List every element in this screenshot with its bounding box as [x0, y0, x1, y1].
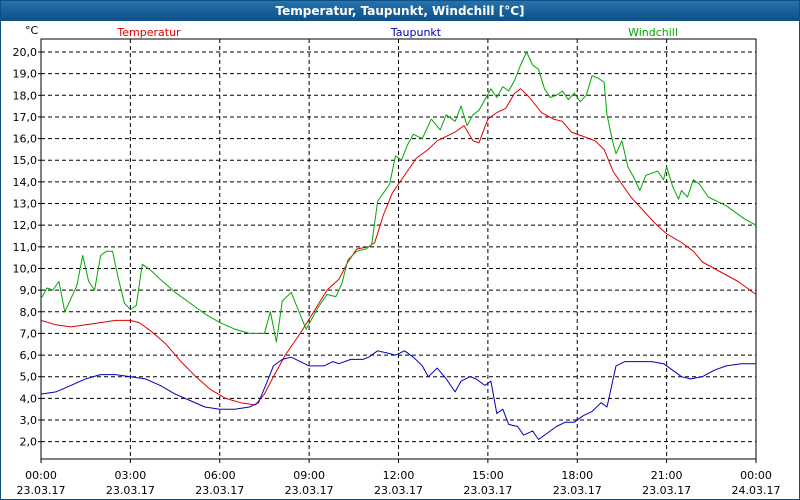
- x-tick-date-label: 23.03.17: [17, 484, 66, 497]
- series-line-windchill: [40, 51, 757, 343]
- y-tick-label: 4,0: [20, 392, 38, 405]
- x-tick-date-label: 23.03.17: [642, 484, 691, 497]
- x-tick-date-label: 23.03.17: [553, 484, 602, 497]
- legend-entry-temperatur: Temperatur: [116, 26, 181, 39]
- x-tick-time-label: 18:00: [561, 469, 593, 482]
- line-chart: 2,0 3,0 4,0 5,0 6,0 7,0 8,0 9,0 10,0 11,0 12,0 13,0…: [13, 24, 781, 497]
- y-tick-label: 9,0: [20, 284, 38, 297]
- series-line-taupunkt: [40, 350, 756, 440]
- y-tick-label: 19,0: [13, 68, 38, 81]
- x-tick-date-label: 24.03.17: [732, 484, 781, 497]
- x-tick-date-label: 23.03.17: [374, 484, 423, 497]
- x-tick-date-label: 23.03.17: [285, 484, 334, 497]
- y-axis: 2,0 3,0 4,0 5,0 6,0 7,0 8,0 9,0 10,0 11,0 12,0 13,0…: [13, 24, 41, 449]
- x-tick-time-label: 09:00: [293, 469, 325, 482]
- legend: Temperatur Taupunkt Windchill: [116, 26, 678, 39]
- x-tick-time-label: 12:00: [383, 469, 415, 482]
- y-tick-label: 18,0: [13, 89, 38, 102]
- series-line-temperatur: [40, 88, 757, 406]
- y-tick-label: 20,0: [13, 46, 38, 59]
- y-tick-label: 10,0: [13, 262, 38, 275]
- y-tick-label: 16,0: [13, 133, 38, 146]
- grid-lines: [41, 39, 756, 459]
- y-tick-label: 2,0: [20, 436, 38, 449]
- x-tick-time-label: 00:00: [25, 469, 57, 482]
- y-tick-label: 15,0: [13, 154, 38, 167]
- series-layer: [40, 51, 757, 440]
- x-axis: 00:00 23.03.17 03:00 23.03.17 06:00 23.03.17 0…: [17, 459, 781, 497]
- legend-entry-taupunkt: Taupunkt: [390, 26, 442, 39]
- x-tick-time-label: 21:00: [651, 469, 683, 482]
- y-tick-label: 8,0: [20, 306, 38, 319]
- x-tick-date-label: 23.03.17: [195, 484, 244, 497]
- y-tick-label: 6,0: [20, 349, 38, 362]
- y-tick-label: 3,0: [20, 414, 38, 427]
- legend-entry-windchill: Windchill: [628, 26, 678, 39]
- x-tick-date-label: 23.03.17: [106, 484, 155, 497]
- y-axis-unit-label: °C: [25, 24, 39, 37]
- y-tick-label: 14,0: [13, 176, 38, 189]
- x-tick-time-label: 06:00: [204, 469, 236, 482]
- y-tick-label: 5,0: [20, 371, 38, 384]
- window-title: Temperatur, Taupunkt, Windchill [°C]: [1, 1, 799, 21]
- x-tick-time-label: 15:00: [472, 469, 504, 482]
- x-tick-date-label: 23.03.17: [463, 484, 512, 497]
- x-tick-time-label: 00:00: [740, 469, 772, 482]
- y-tick-label: 11,0: [13, 241, 38, 254]
- y-tick-label: 12,0: [13, 219, 38, 232]
- y-tick-label: 13,0: [13, 198, 38, 211]
- y-tick-label: 7,0: [20, 327, 38, 340]
- y-tick-label: 17,0: [13, 111, 38, 124]
- x-tick-time-label: 03:00: [115, 469, 147, 482]
